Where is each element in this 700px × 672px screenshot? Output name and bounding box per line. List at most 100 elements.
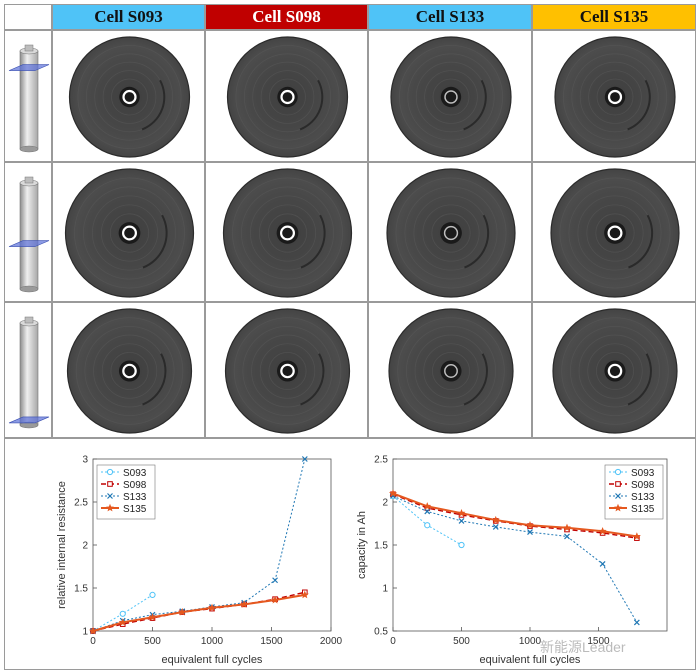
series-line [92,593,305,632]
ct-ring [75,317,184,425]
x-tick-label: 500 [453,636,470,647]
data-point [424,508,431,515]
ct-core [118,222,141,244]
ct-mandrel [444,364,458,378]
ct-ring [242,325,333,417]
header-label: Cell S135 [579,7,649,26]
ct-ring [422,204,480,262]
ct-ring [110,352,149,391]
ct-ring [397,317,505,425]
ct-mandrel [280,363,295,379]
ct-ring [84,325,175,417]
ct-arc [300,214,326,269]
data-point [614,468,622,476]
ct-cell-r2c3 [368,162,532,302]
cylinder-terminal [24,316,34,324]
header-cell-3: Cell S133 [368,4,532,30]
x-tick-label: 1500 [260,636,283,647]
cylinder-icon [8,44,50,153]
ct-cross-section [390,36,512,158]
ct-ring [595,213,635,253]
cylinder-icon [8,176,50,293]
header-cell-1: Cell S093 [52,4,205,30]
data-point [599,560,606,567]
ct-ring [586,204,644,262]
ct-ring [596,352,635,391]
ct-ring [259,343,316,399]
data-point [89,626,97,635]
section-plane [8,416,50,424]
data-point [271,595,280,604]
ct-ring [83,186,176,280]
legend-label: S098 [631,480,655,491]
x-tick-label: 0 [90,636,96,647]
ct-mandrel [444,90,458,104]
y-tick-label: 1.5 [74,584,88,595]
data-point [240,600,249,608]
x-tick-label: 500 [144,636,161,647]
ct-mandrel [607,363,623,379]
header-empty-cell [4,4,52,30]
cylinder-terminal [24,44,34,52]
cylinder-body [19,322,39,426]
data-point [149,591,156,598]
y-tick-label: 1 [82,627,88,638]
x-axis-label: equivalent full cycles [162,654,263,666]
ct-arc [141,79,166,131]
ct-ring [571,53,659,141]
ct-core [440,222,462,244]
legend-label: S093 [123,468,147,479]
ct-ring [432,78,470,116]
ct-ring [268,352,307,391]
ct-ring [587,343,643,399]
series-line [92,594,153,632]
ct-mandrel [122,89,137,105]
data-point [562,523,571,532]
x-tick-label: 0 [390,636,396,647]
ct-ring [102,70,157,124]
ct-core [118,360,141,382]
ct-arc [463,79,487,131]
y-axis-label: relative internal resistance [56,481,68,609]
header-cell-2: Cell S098 [205,4,368,30]
data-point [118,618,127,626]
data-point [208,603,216,612]
data-point [614,503,622,512]
ct-ring [424,70,478,124]
y-tick-label: 1 [382,584,388,595]
ct-ring [596,78,634,116]
ct-cross-section [550,168,680,298]
ct-core [277,86,298,108]
ct-cell-r1c4 [532,30,696,162]
ct-ring [258,204,317,262]
data-point [598,527,607,535]
ct-arc [464,214,490,269]
ct-ring [260,70,315,124]
ct-ring [101,343,158,399]
data-point [107,493,113,499]
data-point [423,502,432,510]
resistance-chart: 0 500 1000 1500 2000 1 1.5 2 2.5 3 equivalent full… [56,455,343,667]
cylinder-bottom [19,145,39,153]
ct-ring [243,53,332,141]
data-point [458,541,465,549]
data-point [457,508,466,517]
data-point [106,503,114,512]
header-label: Cell S133 [415,7,485,26]
ct-cross-section [224,308,351,434]
ct-ring [432,352,471,391]
cylinder-bottom [19,285,39,293]
ct-cross-section [554,36,676,158]
y-tick-label: 2 [382,498,388,509]
ct-mandrel [280,89,295,105]
ct-ring [232,177,343,289]
ct-cell-r1c3 [368,30,532,162]
ct-mandrel [607,225,623,241]
x-tick-label: 1000 [519,636,542,647]
ct-arc [627,79,651,131]
ct-ring [431,213,471,253]
cylinder-cell-row-2 [4,162,52,302]
